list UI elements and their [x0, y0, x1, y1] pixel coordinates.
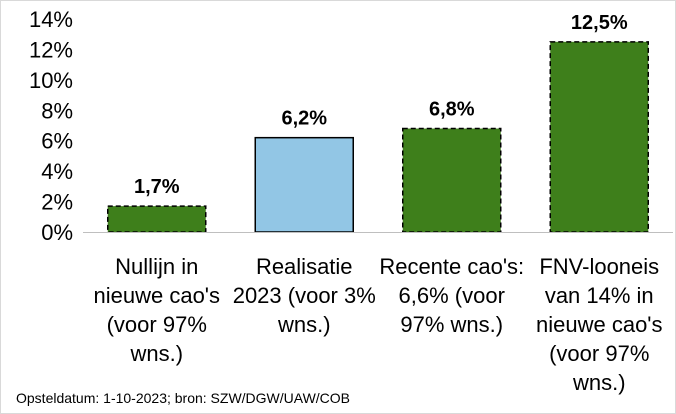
bar [402, 127, 502, 233]
category-label: FNV-looneis van 14% in nieuwe cao's (voor 9… [536, 254, 663, 395]
category-label-line: 97% wns.) [400, 312, 503, 337]
y-tick-label: 0% [41, 220, 73, 245]
data-labels: 1,7% 6,2% 6,8% 12,5% [134, 12, 628, 198]
category-label-line: nieuwe cao's [94, 283, 221, 308]
bar [107, 205, 207, 233]
y-tick-label: 14% [29, 7, 73, 32]
data-label: 12,5% [571, 12, 628, 34]
category-label-line: wns.) [572, 370, 626, 395]
category-label: Realisatie 2023 (voor 3% wns.) [233, 254, 376, 337]
y-tick-label: 12% [29, 37, 73, 62]
y-tick-label: 6% [41, 129, 73, 154]
category-label-line: (voor 97% [107, 312, 207, 337]
y-axis: 0% 2% 4% 6% 8% 10% 12% 14% [29, 7, 73, 245]
category-label-line: (voor 97% [549, 341, 649, 366]
bars [107, 41, 649, 233]
y-tick-label: 10% [29, 68, 73, 93]
category-label-line: Realisatie [256, 254, 353, 279]
category-label-line: wns.) [277, 312, 331, 337]
bar [254, 136, 354, 233]
category-label-line: Nullijn in [115, 254, 198, 279]
category-label: Recente cao's: 6,6% (voor 97% wns.) [379, 254, 524, 337]
y-tick-label: 8% [41, 98, 73, 123]
category-label-line: wns.) [129, 341, 183, 366]
category-label-line: 6,6% (voor [399, 283, 505, 308]
data-label: 6,2% [281, 108, 327, 130]
category-label: Nullijn in nieuwe cao's (voor 97% wns.) [94, 254, 221, 366]
y-tick-label: 4% [41, 159, 73, 184]
y-tick-label: 2% [41, 190, 73, 215]
category-label-line: Recente cao's: [379, 254, 524, 279]
data-label: 1,7% [134, 176, 180, 198]
category-label-line: 2023 (voor 3% [233, 283, 376, 308]
data-label: 6,8% [429, 99, 475, 121]
category-label-line: FNV-looneis [539, 254, 659, 279]
category-label-line: nieuwe cao's [536, 312, 663, 337]
bar [549, 41, 649, 233]
footnote: Opsteldatum: 1-10-2023; bron: SZW/DGW/UA… [16, 390, 351, 406]
category-labels: Nullijn in nieuwe cao's (voor 97% wns.)Real… [94, 254, 663, 395]
category-label-line: van 14% in [545, 283, 654, 308]
